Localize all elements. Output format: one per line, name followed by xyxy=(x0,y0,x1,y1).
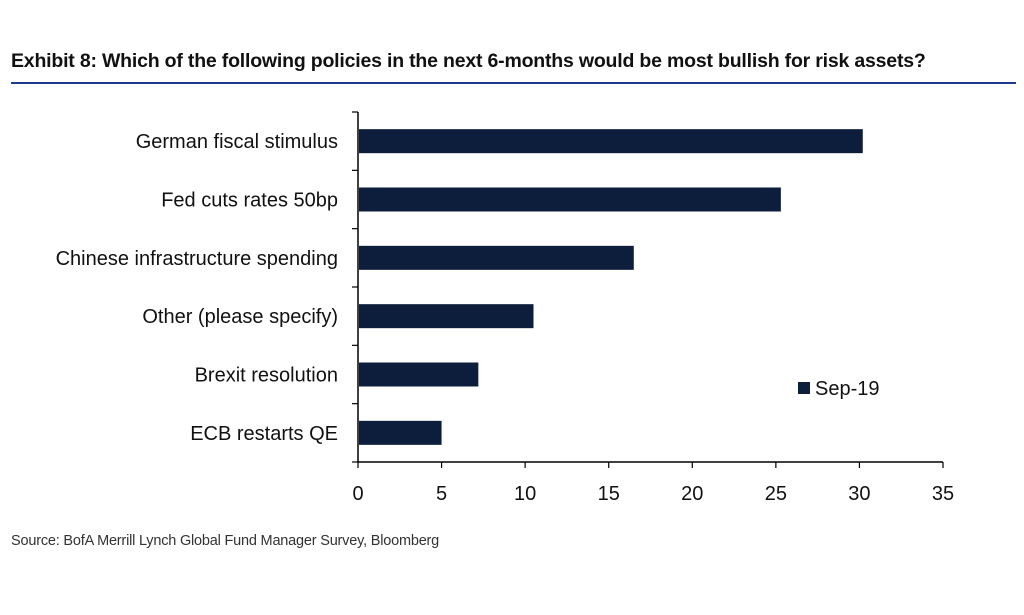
category-label: ECB restarts QE xyxy=(190,423,338,445)
bar xyxy=(359,362,479,387)
category-label: Chinese infrastructure spending xyxy=(56,248,338,270)
x-tick-label: 35 xyxy=(932,483,954,505)
bar xyxy=(359,245,634,270)
x-tick-label: 0 xyxy=(352,483,363,505)
bar xyxy=(359,420,442,445)
bar xyxy=(359,129,863,154)
x-tick-label: 20 xyxy=(681,483,703,505)
title-rule xyxy=(11,82,1016,84)
chart-title: Exhibit 8: Which of the following polici… xyxy=(11,50,926,72)
bar xyxy=(359,304,534,329)
x-tick-label: 10 xyxy=(514,483,536,505)
category-label: Brexit resolution xyxy=(195,365,338,387)
legend-swatch xyxy=(798,382,810,394)
bar xyxy=(359,187,781,212)
category-label: Other (please specify) xyxy=(142,306,338,328)
x-tick-label: 25 xyxy=(765,483,787,505)
category-label: Fed cuts rates 50bp xyxy=(161,190,338,212)
legend: Sep-19 xyxy=(798,378,880,400)
x-tick-label: 30 xyxy=(848,483,870,505)
bar-chart: German fiscal stimulus Fed cuts rates 50b… xyxy=(56,111,954,505)
legend-label: Sep-19 xyxy=(815,378,880,400)
category-label: German fiscal stimulus xyxy=(136,131,338,153)
x-tick-label: 5 xyxy=(436,483,447,505)
x-tick-label: 15 xyxy=(598,483,620,505)
bars-layer xyxy=(359,129,863,445)
axes: 0 5 10 15 20 25 30 35 xyxy=(352,111,954,505)
category-labels: German fiscal stimulus Fed cuts rates 50b… xyxy=(56,131,338,445)
source-note: Source: BofA Merrill Lynch Global Fund M… xyxy=(11,533,440,549)
